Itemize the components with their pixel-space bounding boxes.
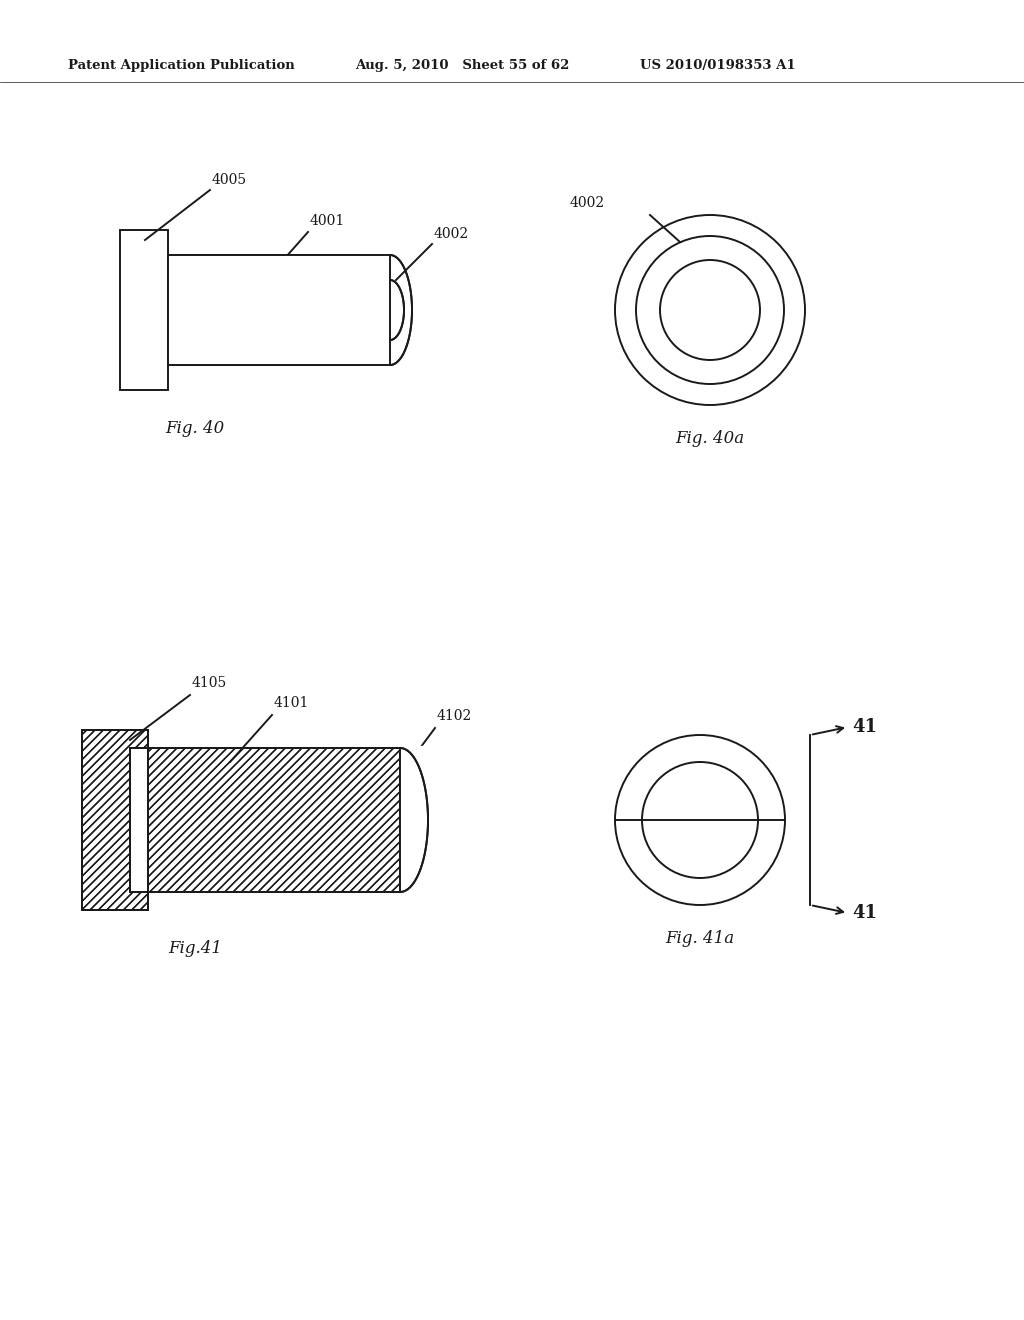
Text: US 2010/0198353 A1: US 2010/0198353 A1 (640, 58, 796, 71)
Circle shape (642, 762, 758, 878)
Text: 4105: 4105 (193, 676, 227, 690)
Text: 41: 41 (852, 718, 877, 737)
Bar (148, 748, 400, 892)
Bar (168, 255, 390, 366)
Text: Patent Application Publication: Patent Application Publication (68, 58, 295, 71)
Bar (120, 230, 168, 389)
Bar (148, 748, 400, 892)
Text: 4101: 4101 (274, 696, 309, 710)
Circle shape (660, 260, 760, 360)
Bar (400, 746, 433, 894)
Text: 4001: 4001 (310, 214, 345, 228)
Text: Aug. 5, 2010   Sheet 55 of 62: Aug. 5, 2010 Sheet 55 of 62 (355, 58, 569, 71)
Text: 4005: 4005 (212, 173, 247, 187)
Bar (366, 253, 390, 367)
Text: 4002: 4002 (570, 195, 605, 210)
Text: 4102: 4102 (437, 709, 472, 723)
Bar (168, 255, 390, 366)
Text: 4002: 4002 (434, 227, 469, 242)
Text: Fig. 40a: Fig. 40a (676, 430, 744, 447)
Text: Fig. 41a: Fig. 41a (666, 931, 734, 946)
Circle shape (615, 735, 785, 906)
Text: Fig.41: Fig.41 (168, 940, 222, 957)
Circle shape (615, 215, 805, 405)
Circle shape (636, 236, 784, 384)
Text: Fig. 40: Fig. 40 (165, 420, 224, 437)
Text: 41: 41 (852, 904, 877, 921)
